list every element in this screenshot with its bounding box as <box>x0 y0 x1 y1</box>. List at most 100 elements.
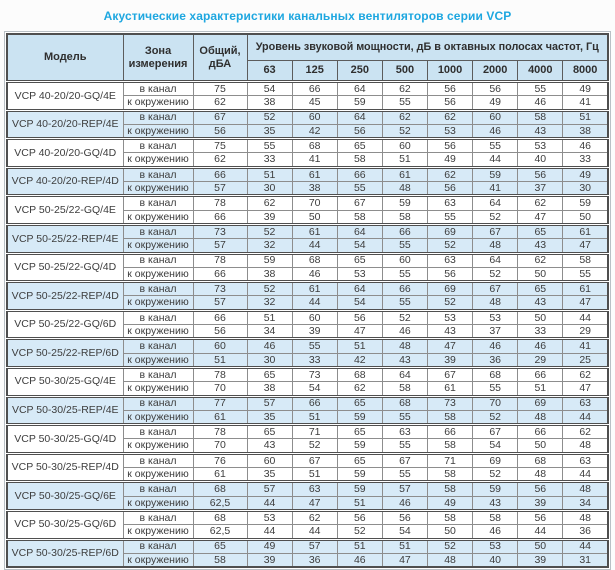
table-row: к окружению 62 38 45 59 55 56 49 46 41 <box>7 95 609 111</box>
level-cell: 59 <box>472 165 519 183</box>
level-cell: 64 <box>381 365 429 383</box>
level-cell: 48 <box>426 552 474 568</box>
level-cell: 49 <box>426 495 474 511</box>
level-cell: 52 <box>291 438 338 454</box>
level-cell: 38 <box>291 181 338 197</box>
level-cell: 29 <box>517 352 564 368</box>
level-cell: 49 <box>472 95 519 111</box>
level-cell: 66 <box>291 79 338 97</box>
total-dba-cell: 75 <box>192 137 248 154</box>
level-cell: 62 <box>336 381 383 397</box>
level-cell: 60 <box>381 251 429 268</box>
level-cell: 60 <box>291 108 338 125</box>
table-row: VCP 50-25/22-REP/4E в канал 73 52 61 64 66 69 67… <box>6 222 609 254</box>
zone-cell: к окружению <box>122 295 194 311</box>
level-cell: 56 <box>472 79 519 97</box>
level-cell: 53 <box>246 508 293 526</box>
total-dba-cell: 62,5 <box>192 495 248 511</box>
level-cell: 44 <box>562 467 609 483</box>
level-cell: 48 <box>472 238 519 254</box>
model-cell: VCP 50-30/25-GQ/4E <box>6 365 124 397</box>
table-row: VCP 40-20/20-REP/4D в канал 66 51 61 66 61 62 59… <box>6 165 609 197</box>
model-cell: VCP 50-25/22-GQ/6D <box>6 308 124 340</box>
level-cell: 55 <box>381 266 429 283</box>
model-cell: VCP 40-20/20-REP/4E <box>6 108 124 140</box>
level-cell: 61 <box>291 165 338 183</box>
level-cell: 54 <box>336 238 383 254</box>
level-cell: 63 <box>426 194 474 211</box>
table-row: к окружению 66 38 46 53 55 56 52 50 55 <box>7 266 609 283</box>
level-cell: 48 <box>381 337 429 354</box>
level-cell: 54 <box>291 381 338 397</box>
level-cell: 43 <box>517 238 564 254</box>
table-row: к окружению 57 32 44 54 55 52 48 43 47 <box>7 238 609 254</box>
level-cell: 38 <box>562 123 609 140</box>
level-cell: 65 <box>517 222 564 240</box>
level-cell: 41 <box>291 152 338 168</box>
level-cell: 52 <box>381 123 429 140</box>
level-cell: 65 <box>246 423 293 440</box>
level-cell: 64 <box>472 194 519 211</box>
level-cell: 32 <box>246 295 293 311</box>
col-header-freq: 1000 <box>426 60 474 82</box>
level-cell: 45 <box>291 95 338 111</box>
model-cell: VCP 50-25/22-REP/4E <box>6 222 124 254</box>
level-cell: 63 <box>291 480 338 497</box>
level-cell: 61 <box>426 381 474 397</box>
level-cell: 48 <box>562 438 609 454</box>
col-header-freq: 8000 <box>562 60 609 82</box>
total-dba-cell: 78 <box>192 194 248 211</box>
level-cell: 35 <box>246 467 293 483</box>
total-dba-cell: 77 <box>192 394 248 411</box>
level-cell: 65 <box>336 423 383 440</box>
level-cell: 71 <box>426 451 474 469</box>
level-cell: 43 <box>517 295 564 311</box>
zone-cell: к окружению <box>122 181 194 197</box>
level-cell: 44 <box>291 238 338 254</box>
level-cell: 55 <box>381 295 429 311</box>
level-cell: 32 <box>246 238 293 254</box>
level-cell: 36 <box>291 552 338 568</box>
level-cell: 52 <box>336 524 383 540</box>
level-cell: 62 <box>562 423 609 440</box>
level-cell: 63 <box>562 394 609 411</box>
col-header-zone: Зона измерения <box>122 33 194 82</box>
level-cell: 53 <box>426 308 474 326</box>
level-cell: 30 <box>246 181 293 197</box>
level-cell: 56 <box>336 123 383 140</box>
col-header-freq: 250 <box>336 60 383 82</box>
level-cell: 52 <box>246 108 293 125</box>
zone-cell: в канал <box>122 308 194 326</box>
total-dba-cell: 56 <box>192 324 248 340</box>
table-row: к окружению 57 32 44 54 55 52 48 43 47 <box>7 295 609 311</box>
level-cell: 42 <box>336 352 383 368</box>
level-cell: 53 <box>336 266 383 283</box>
level-cell: 38 <box>246 381 293 397</box>
total-dba-cell: 51 <box>192 352 248 368</box>
total-dba-cell: 62,5 <box>192 524 248 540</box>
level-cell: 51 <box>336 537 383 554</box>
level-cell: 58 <box>336 209 383 225</box>
level-cell: 52 <box>472 409 519 426</box>
table-row: к окружению 61 35 51 59 55 58 52 48 44 <box>7 409 609 426</box>
level-cell: 51 <box>291 467 338 483</box>
level-cell: 59 <box>246 251 293 268</box>
level-cell: 58 <box>426 409 474 426</box>
level-cell: 44 <box>562 409 609 426</box>
table-row: к окружению 62,5 44 47 51 46 49 43 39 34 <box>7 495 609 511</box>
level-cell: 59 <box>336 409 383 426</box>
total-dba-cell: 68 <box>192 480 248 497</box>
zone-cell: к окружению <box>122 209 194 225</box>
level-cell: 61 <box>381 165 429 183</box>
level-cell: 51 <box>517 381 564 397</box>
table-row: VCP 40-20/20-REP/4E в канал 67 52 60 64 62 62 60… <box>6 108 609 140</box>
level-cell: 60 <box>472 108 519 125</box>
level-cell: 55 <box>472 381 519 397</box>
level-cell: 55 <box>426 209 474 225</box>
zone-cell: к окружению <box>122 495 194 511</box>
zone-cell: к окружению <box>122 552 194 568</box>
level-cell: 66 <box>381 222 429 240</box>
zone-cell: в канал <box>122 423 194 440</box>
total-dba-cell: 56 <box>192 123 248 140</box>
level-cell: 65 <box>336 251 383 268</box>
